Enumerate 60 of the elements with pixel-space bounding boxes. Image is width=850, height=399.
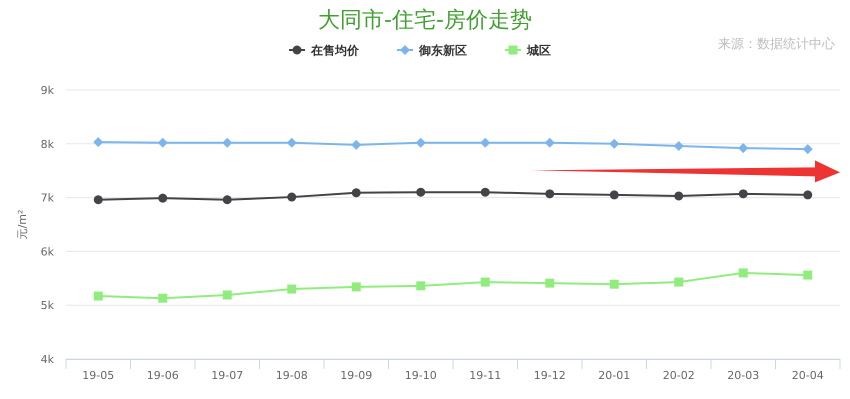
point (351, 140, 362, 150)
point (93, 137, 104, 148)
y-tick-label: 6k (40, 245, 55, 258)
point (158, 194, 168, 203)
point (222, 138, 232, 148)
y-tick-label: 4k (40, 353, 55, 366)
y-tick-label: 9k (40, 84, 55, 97)
point (94, 195, 103, 204)
point (544, 138, 555, 148)
x-tick-label: 19-12 (534, 369, 566, 382)
x-tick-label: 19-10 (404, 369, 437, 382)
point (480, 138, 490, 148)
x-tick-label: 19-05 (82, 369, 114, 382)
point (738, 143, 748, 154)
y-tick-label: 5k (40, 299, 55, 312)
y-axis-title: 元/m² (16, 210, 29, 240)
legend-label: 御东新区 (418, 44, 467, 58)
chart-title: 大同市-住宅-房价走势 (318, 8, 532, 33)
point (480, 188, 490, 197)
x-tick-label: 20-02 (662, 369, 695, 382)
legend-label: 城区 (526, 44, 551, 58)
point (803, 190, 812, 200)
source-note: 来源：数据统计中心 (718, 36, 835, 52)
point (416, 281, 426, 290)
y-tick-label: 8k (40, 138, 55, 151)
point (287, 284, 296, 294)
point (222, 195, 232, 204)
point (352, 282, 361, 292)
point (480, 278, 490, 287)
point (222, 290, 232, 300)
x-tick-label: 19-07 (211, 369, 244, 382)
point (674, 278, 684, 287)
x-tick-label: 20-01 (598, 369, 630, 382)
point (803, 270, 812, 280)
point (416, 188, 426, 197)
x-tick-label: 20-03 (727, 369, 760, 382)
x-tick-label: 19-09 (340, 369, 372, 382)
point (287, 192, 296, 202)
point (610, 190, 619, 200)
point (738, 268, 748, 278)
point (286, 138, 297, 148)
point (674, 140, 684, 151)
point (610, 280, 619, 289)
x-tick-label: 19-11 (469, 369, 502, 382)
y-tick-label: 7k (40, 192, 55, 205)
point (158, 294, 168, 303)
point (802, 144, 813, 154)
x-tick-label: 20-04 (792, 369, 824, 382)
point (545, 189, 554, 198)
point (609, 138, 620, 149)
point (738, 189, 748, 198)
point (94, 292, 103, 301)
x-tick-label: 19-06 (146, 369, 179, 382)
point (158, 138, 168, 148)
x-tick-label: 19-08 (276, 369, 308, 382)
legend-label: 在售均价 (310, 44, 360, 58)
point (545, 278, 554, 288)
point (352, 188, 361, 198)
point (674, 191, 684, 200)
point (416, 138, 426, 148)
